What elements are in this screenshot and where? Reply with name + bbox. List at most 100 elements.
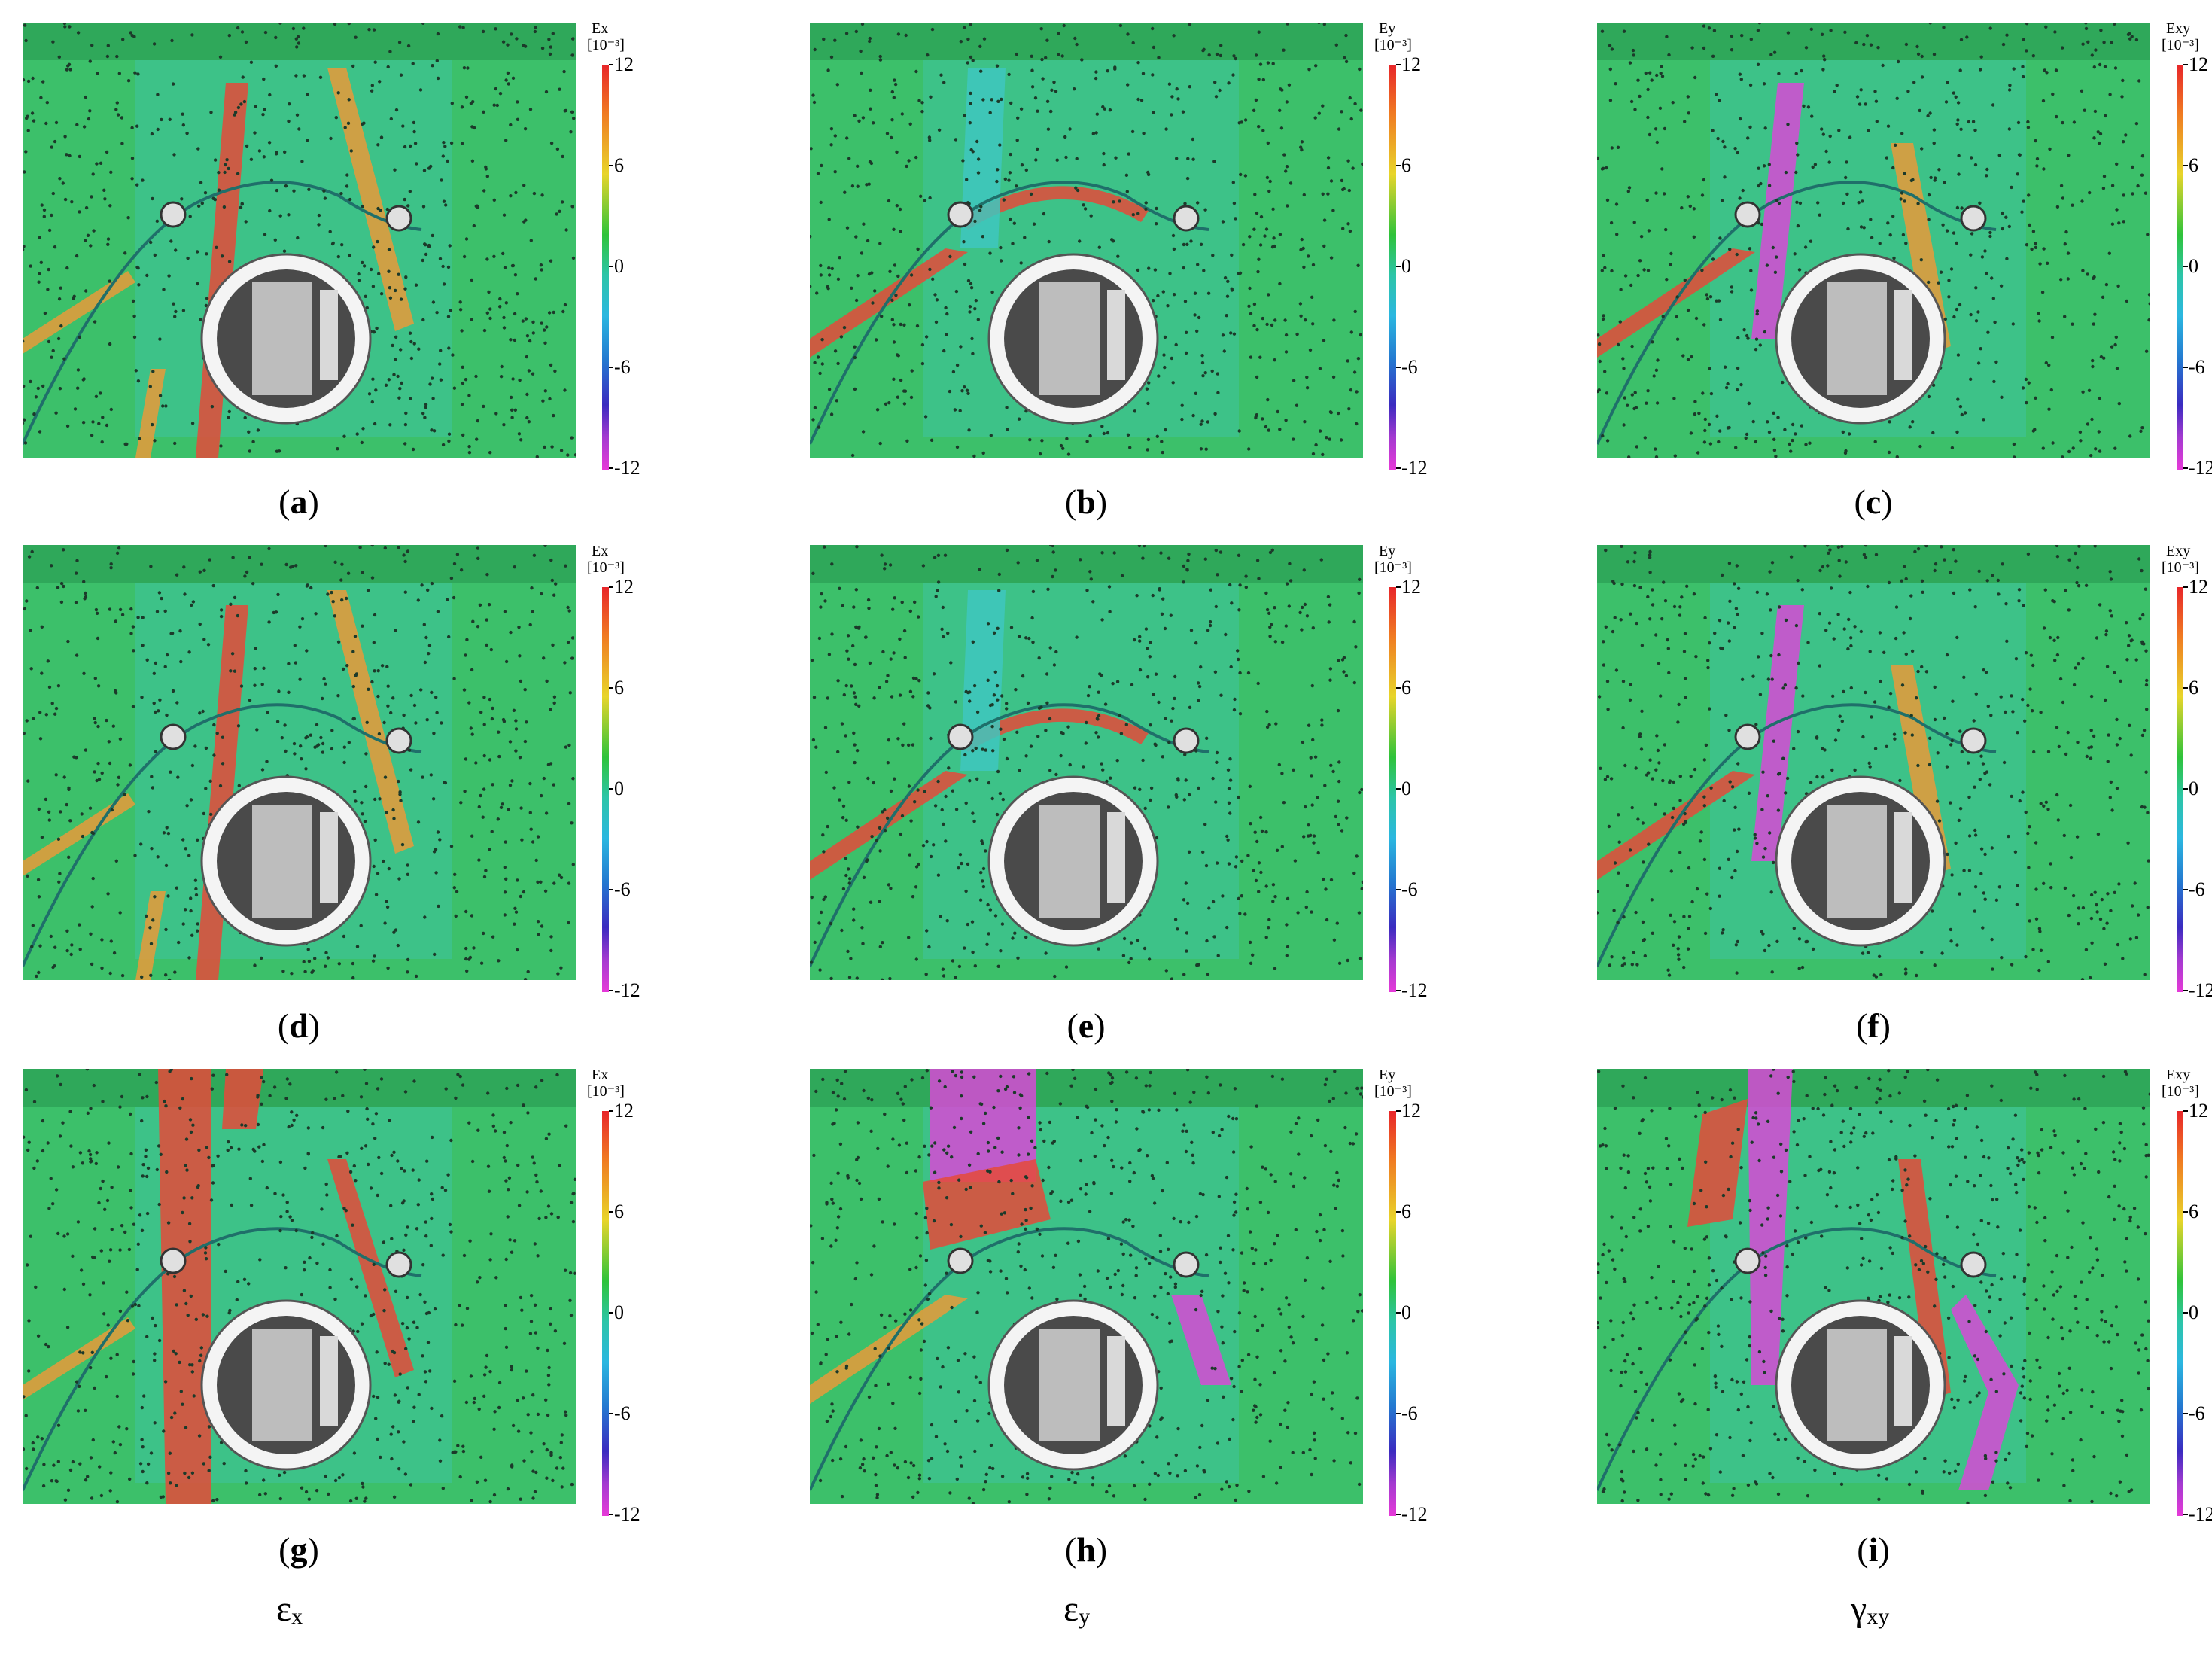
- bolt-head: [1960, 1251, 1987, 1278]
- color-scale-tick-label: -12: [614, 457, 640, 479]
- color-scale-tick-mark: [2183, 367, 2188, 368]
- bolt-head: [385, 205, 412, 232]
- color-scale: Exy [10⁻³] 12 6 0 -6 -12: [2160, 1067, 2212, 1536]
- color-scale-title: Ex: [592, 543, 609, 559]
- color-scale-tick-label: -12: [2189, 979, 2212, 1001]
- crack-line: [810, 1227, 1209, 1491]
- bolt-head: [947, 1247, 974, 1274]
- strain-symbol: γ: [1851, 1589, 1867, 1629]
- color-scale-tick-mark: [2183, 467, 2188, 469]
- color-scale-tick-label: 6: [1401, 1201, 1411, 1222]
- strain-field-image: [810, 1069, 1363, 1504]
- color-scale-tick-mark: [1396, 1312, 1401, 1314]
- color-scale-tick-label: -12: [2189, 1503, 2212, 1525]
- panel-caption-letter: g: [290, 1530, 308, 1569]
- color-scale-tick-mark: [2183, 1312, 2188, 1314]
- color-scale-tick-label: 12: [1401, 576, 1421, 598]
- strain-band: [135, 369, 166, 458]
- color-scale-tick-mark: [609, 1211, 613, 1213]
- color-scale-tick-label: 0: [2189, 778, 2198, 799]
- color-scale-tick-mark: [1396, 586, 1401, 588]
- strain-band: [1951, 1295, 2019, 1490]
- bolt-head: [1173, 205, 1200, 232]
- color-scale-tick-mark: [1396, 367, 1401, 368]
- color-scale: Ey [10⁻³] 12 6 0 -6 -12: [1373, 543, 1433, 1012]
- panel-caption-letter: h: [1076, 1530, 1096, 1569]
- color-scale-tick-mark: [2183, 990, 2188, 991]
- strain-field-image: [1597, 1069, 2150, 1504]
- color-scale-tick-label: -6: [1401, 356, 1418, 378]
- color-scale-tick-mark: [609, 64, 613, 65]
- color-scale-tick-label: 0: [614, 778, 624, 799]
- color-scale-tick-label: -6: [2189, 878, 2205, 900]
- bolt-head: [1960, 727, 1987, 754]
- color-scale: Ex [10⁻³] 12 6 0 -6 -12: [586, 1067, 646, 1536]
- color-scale-bar: [2177, 587, 2183, 992]
- panel-caption-letter: f: [1867, 1006, 1879, 1045]
- bolt-head: [160, 201, 187, 228]
- strain-band: [960, 68, 1006, 248]
- color-scale-tick-label: -12: [614, 1503, 640, 1525]
- color-scale-unit: [10⁻³]: [2162, 1083, 2199, 1100]
- strain-band: [1597, 771, 1755, 880]
- color-scale-tick-mark: [2183, 266, 2188, 267]
- color-scale-tick-label: 6: [2189, 1201, 2198, 1222]
- panel-caption-letter: e: [1078, 1006, 1094, 1045]
- color-scale-tick-label: -6: [2189, 356, 2205, 378]
- color-scale-bar: [1389, 1111, 1396, 1516]
- color-scale-unit: [10⁻³]: [587, 559, 625, 576]
- bolt-head: [947, 201, 974, 228]
- panel-caption: (i): [1857, 1530, 1890, 1569]
- color-scale-tick-label: 6: [614, 677, 624, 699]
- crack-line: [1597, 181, 1997, 445]
- color-scale-unit: [10⁻³]: [587, 1083, 625, 1100]
- color-scale-tick-mark: [609, 1110, 613, 1112]
- color-scale-tick-mark: [609, 266, 613, 267]
- color-scale-tick-label: 12: [614, 576, 634, 598]
- color-scale: Exy [10⁻³] 12 6 0 -6 -12: [2160, 543, 2212, 1012]
- column-strain-label: εy: [1063, 1590, 1090, 1636]
- color-scale-tick-label: 6: [2189, 154, 2198, 176]
- strain-band: [222, 1069, 263, 1129]
- color-scale-tick-mark: [609, 367, 613, 368]
- strain-band: [1748, 1069, 1793, 1385]
- panel-caption-letter: a: [290, 482, 308, 521]
- color-scale-title: Ex: [592, 20, 609, 37]
- color-scale: Ey [10⁻³] 12 6 0 -6 -12: [1373, 20, 1433, 489]
- color-scale-tick-mark: [1396, 165, 1401, 166]
- bolt-head: [1960, 205, 1987, 232]
- strain-band: [810, 771, 968, 880]
- color-scale-tick-mark: [609, 586, 613, 588]
- color-scale-tick-mark: [1396, 467, 1401, 469]
- color-scale-tick-label: 12: [614, 1100, 634, 1122]
- color-scale-tick-label: -12: [1401, 979, 1428, 1001]
- panel-caption: (e): [1066, 1006, 1106, 1045]
- color-scale-tick-mark: [1396, 1514, 1401, 1515]
- color-scale-title: Exy: [2166, 20, 2191, 37]
- color-scale-tick-label: -12: [614, 979, 640, 1001]
- strain-band: [1751, 83, 1804, 339]
- crack-line: [23, 181, 422, 445]
- strain-band: [1597, 248, 1755, 358]
- bolt-head: [385, 1251, 412, 1278]
- color-scale: Ey [10⁻³] 12 6 0 -6 -12: [1373, 1067, 1433, 1536]
- color-scale-tick-label: 0: [1401, 778, 1411, 799]
- color-scale: Ex [10⁻³] 12 6 0 -6 -12: [586, 543, 646, 1012]
- strain-band: [960, 590, 1006, 771]
- strain-subscript: x: [291, 1604, 303, 1629]
- color-scale-tick-mark: [2183, 64, 2188, 65]
- panel-caption: (f): [1856, 1006, 1891, 1045]
- color-scale-title: Exy: [2166, 1067, 2191, 1083]
- color-scale-title: Ey: [1379, 20, 1396, 37]
- panel-caption-letter: c: [1865, 482, 1882, 521]
- panel-caption-letter: b: [1076, 482, 1096, 521]
- color-scale-tick-mark: [2183, 1413, 2188, 1414]
- color-scale-tick-label: -6: [614, 1402, 631, 1424]
- color-scale-tick-label: 6: [614, 1201, 624, 1222]
- color-scale-tick-mark: [2183, 165, 2188, 166]
- color-scale-tick-mark: [1396, 1413, 1401, 1414]
- color-scale-tick-mark: [1396, 266, 1401, 267]
- color-scale-unit: [10⁻³]: [1374, 37, 1412, 53]
- color-scale-tick-label: -12: [1401, 457, 1428, 479]
- strain-band: [1898, 1159, 1951, 1400]
